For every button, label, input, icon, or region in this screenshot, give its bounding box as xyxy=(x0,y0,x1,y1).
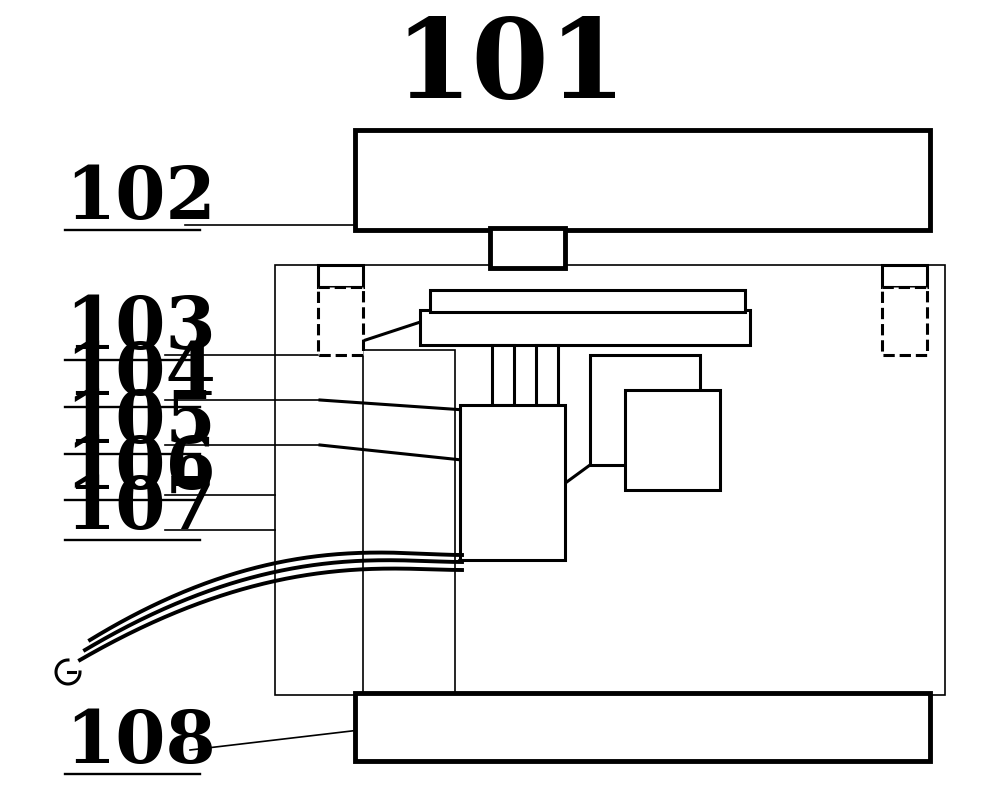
Text: 102: 102 xyxy=(65,162,216,234)
Bar xyxy=(275,265,945,695)
Bar xyxy=(625,390,720,490)
Text: 103: 103 xyxy=(65,292,216,364)
Bar xyxy=(430,290,745,312)
Bar xyxy=(460,405,565,560)
Bar xyxy=(420,310,750,345)
Bar xyxy=(355,130,930,230)
Bar xyxy=(318,265,363,287)
Bar xyxy=(590,355,700,465)
Bar xyxy=(355,693,930,761)
Text: 104: 104 xyxy=(65,340,216,410)
Bar xyxy=(363,350,455,695)
Bar xyxy=(490,228,565,268)
Bar xyxy=(882,287,927,355)
Text: 101: 101 xyxy=(394,14,626,121)
Bar xyxy=(492,345,514,405)
Bar xyxy=(882,265,927,287)
Text: 106: 106 xyxy=(65,432,216,504)
Text: 107: 107 xyxy=(65,473,216,543)
Bar xyxy=(318,287,363,355)
Bar xyxy=(536,345,558,405)
Text: 105: 105 xyxy=(65,386,216,458)
Text: 108: 108 xyxy=(65,706,216,778)
